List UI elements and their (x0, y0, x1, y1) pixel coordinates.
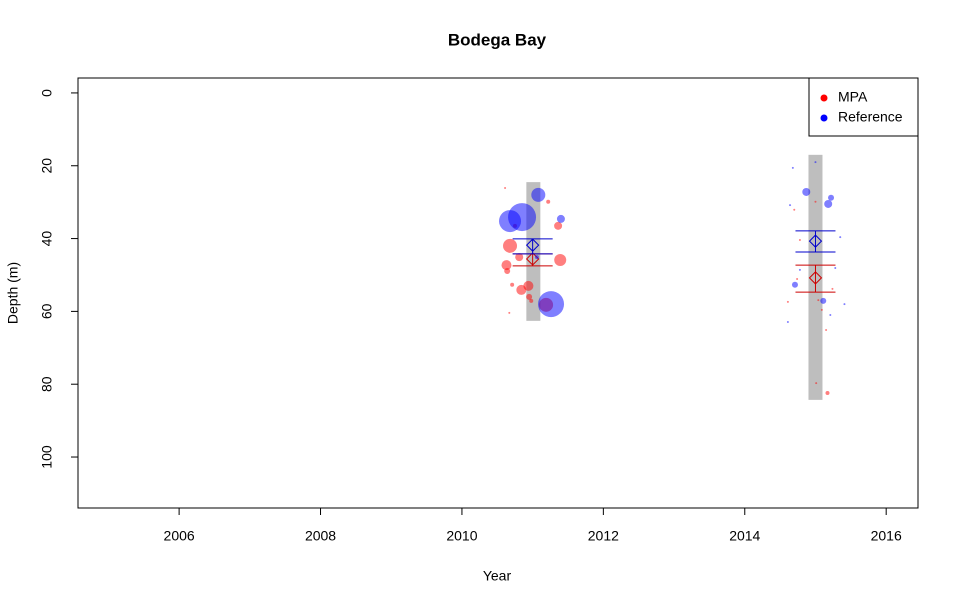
point (526, 293, 533, 300)
y-tick-label: 80 (39, 376, 55, 392)
point (793, 208, 796, 211)
point (508, 311, 511, 314)
point (546, 199, 551, 204)
point (786, 320, 789, 323)
point (523, 280, 534, 291)
point (508, 203, 537, 232)
point (556, 214, 565, 223)
x-tick-label: 2008 (305, 528, 336, 544)
point (796, 277, 799, 280)
point (802, 187, 811, 196)
point (538, 291, 565, 318)
y-axis-title: Depth (m) (5, 262, 21, 324)
point (791, 166, 794, 169)
point (534, 255, 539, 260)
point (825, 328, 828, 331)
point (504, 267, 511, 274)
point (828, 194, 835, 201)
point (798, 239, 801, 242)
point (789, 204, 792, 207)
point (504, 186, 507, 189)
point (798, 268, 801, 271)
point (829, 314, 832, 317)
x-tick-label: 2014 (729, 528, 760, 544)
y-tick-label: 60 (39, 303, 55, 319)
point (834, 267, 837, 270)
point (820, 308, 823, 311)
point (843, 303, 846, 306)
x-axis-title: Year (483, 568, 512, 584)
point (839, 236, 842, 239)
point (824, 199, 833, 208)
point (529, 298, 534, 303)
y-tick-label: 100 (39, 445, 55, 469)
point (515, 253, 524, 262)
legend-marker (820, 94, 828, 102)
point (554, 221, 563, 230)
point (531, 187, 546, 202)
point (815, 382, 818, 385)
x-tick-label: 2012 (588, 528, 619, 544)
legend-box (808, 77, 919, 137)
point (791, 281, 798, 288)
mean-marker (525, 238, 540, 252)
legend-label: MPA (838, 89, 868, 105)
depth-range (526, 182, 541, 321)
x-tick-label: 2010 (446, 528, 477, 544)
point (814, 200, 817, 203)
plot-frame (77, 77, 919, 509)
point (831, 287, 834, 290)
point (510, 282, 515, 287)
y-tick-label: 20 (39, 158, 55, 174)
mean-marker (808, 271, 823, 285)
legend-label: Reference (838, 109, 903, 125)
mean-marker (808, 234, 823, 248)
x-tick-label: 2016 (871, 528, 902, 544)
y-tick-label: 40 (39, 231, 55, 247)
point (814, 161, 817, 164)
point (554, 254, 567, 267)
point (820, 297, 827, 304)
point (817, 299, 820, 302)
point (503, 238, 518, 253)
point (786, 300, 789, 303)
legend-marker (820, 114, 828, 122)
point (501, 260, 512, 271)
x-tick-label: 2006 (164, 528, 195, 544)
y-tick-label: 0 (39, 89, 55, 97)
chart-title: Bodega Bay (448, 30, 547, 49)
point (825, 390, 830, 395)
